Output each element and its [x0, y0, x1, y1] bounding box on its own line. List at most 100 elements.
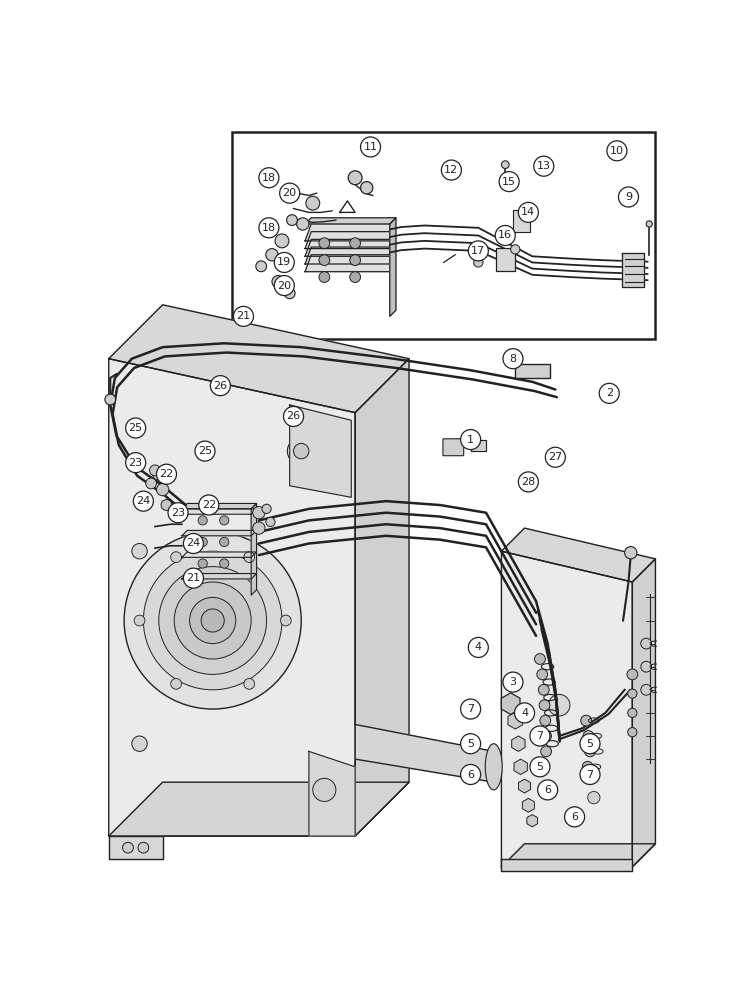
FancyBboxPatch shape — [515, 364, 550, 378]
Text: 22: 22 — [160, 469, 173, 479]
Circle shape — [161, 500, 172, 510]
Circle shape — [126, 453, 146, 473]
Circle shape — [348, 171, 362, 185]
Polygon shape — [251, 503, 257, 595]
Polygon shape — [182, 509, 257, 514]
Circle shape — [146, 478, 157, 489]
Text: 27: 27 — [548, 452, 562, 462]
Polygon shape — [309, 751, 355, 836]
Polygon shape — [109, 305, 409, 413]
Circle shape — [134, 615, 145, 626]
Circle shape — [537, 780, 558, 800]
Circle shape — [198, 559, 207, 568]
Circle shape — [168, 503, 188, 523]
Circle shape — [640, 684, 651, 695]
Circle shape — [306, 196, 320, 210]
Circle shape — [540, 715, 550, 726]
Polygon shape — [632, 559, 655, 867]
Circle shape — [503, 672, 523, 692]
Circle shape — [159, 567, 266, 674]
Circle shape — [262, 504, 271, 513]
Circle shape — [628, 689, 637, 698]
Polygon shape — [290, 405, 351, 497]
Circle shape — [530, 757, 550, 777]
Circle shape — [174, 582, 251, 659]
Text: 5: 5 — [537, 762, 543, 772]
Circle shape — [275, 234, 289, 248]
Circle shape — [284, 288, 295, 299]
Circle shape — [534, 654, 545, 664]
Circle shape — [460, 764, 481, 785]
Text: 5: 5 — [586, 739, 594, 749]
Circle shape — [244, 678, 255, 689]
Text: 7: 7 — [467, 704, 474, 714]
Text: 8: 8 — [509, 354, 517, 364]
Circle shape — [201, 609, 224, 632]
Circle shape — [280, 183, 299, 203]
Circle shape — [585, 746, 595, 757]
Circle shape — [259, 168, 279, 188]
Circle shape — [171, 552, 182, 563]
Circle shape — [537, 669, 548, 680]
Circle shape — [152, 468, 165, 480]
Polygon shape — [501, 528, 655, 582]
Text: 28: 28 — [521, 477, 536, 487]
Text: 25: 25 — [129, 423, 143, 433]
Polygon shape — [305, 232, 396, 249]
Circle shape — [157, 483, 169, 496]
Circle shape — [184, 533, 203, 554]
Circle shape — [244, 552, 255, 563]
Text: 5: 5 — [467, 739, 474, 749]
Circle shape — [460, 430, 481, 450]
Circle shape — [149, 465, 160, 476]
Circle shape — [313, 778, 336, 801]
Text: 24: 24 — [187, 538, 201, 548]
Circle shape — [640, 638, 651, 649]
Circle shape — [518, 202, 539, 222]
Circle shape — [350, 255, 361, 266]
Circle shape — [582, 761, 593, 772]
Circle shape — [266, 517, 275, 527]
Circle shape — [541, 731, 551, 741]
Polygon shape — [501, 551, 632, 867]
Circle shape — [255, 261, 266, 272]
Circle shape — [588, 791, 600, 804]
Text: 17: 17 — [471, 246, 485, 256]
Circle shape — [253, 507, 265, 519]
Circle shape — [280, 615, 291, 626]
Polygon shape — [305, 239, 396, 256]
Circle shape — [511, 245, 520, 254]
Polygon shape — [501, 859, 632, 871]
Circle shape — [607, 141, 627, 161]
Text: 14: 14 — [521, 207, 535, 217]
FancyBboxPatch shape — [513, 210, 530, 232]
Circle shape — [350, 238, 361, 249]
Circle shape — [564, 807, 585, 827]
Text: 11: 11 — [364, 142, 378, 152]
Circle shape — [518, 472, 539, 492]
Circle shape — [545, 447, 565, 467]
Text: 26: 26 — [286, 411, 301, 421]
Circle shape — [157, 464, 176, 484]
Text: 16: 16 — [498, 231, 512, 240]
Polygon shape — [622, 253, 644, 287]
Circle shape — [184, 568, 203, 588]
Polygon shape — [109, 836, 163, 859]
Polygon shape — [182, 530, 257, 536]
Text: 3: 3 — [509, 677, 517, 687]
Polygon shape — [355, 724, 493, 782]
Circle shape — [126, 418, 146, 438]
Polygon shape — [305, 247, 396, 264]
Circle shape — [541, 746, 551, 757]
Circle shape — [259, 218, 279, 238]
Circle shape — [619, 187, 638, 207]
Circle shape — [143, 551, 282, 690]
Circle shape — [460, 734, 481, 754]
Text: 23: 23 — [171, 508, 185, 518]
Circle shape — [534, 156, 554, 176]
Circle shape — [361, 182, 373, 194]
Circle shape — [583, 731, 594, 741]
Circle shape — [624, 547, 637, 559]
Ellipse shape — [485, 744, 502, 790]
Circle shape — [274, 276, 294, 296]
